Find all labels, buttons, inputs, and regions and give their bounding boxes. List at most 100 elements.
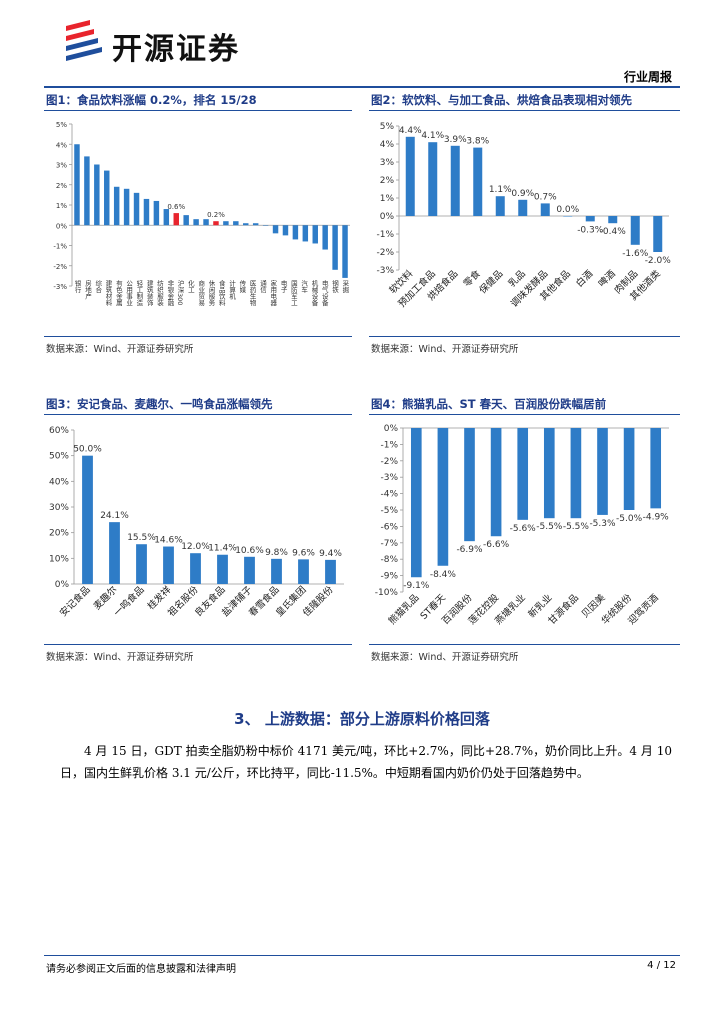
category-label: 沪深300	[176, 279, 184, 306]
bar	[94, 164, 100, 226]
bar	[153, 200, 160, 226]
page-number: 4 / 12	[647, 960, 676, 971]
bar	[74, 144, 80, 226]
bar	[585, 216, 595, 222]
category-label: 采掘	[341, 279, 349, 295]
bar	[342, 225, 348, 278]
data-label: 50.0%	[73, 445, 102, 455]
data-label: 10.6%	[235, 546, 264, 556]
bar	[217, 554, 228, 584]
header-divider	[44, 86, 680, 88]
y-tick-label: -1%	[53, 243, 67, 251]
footer-divider	[44, 955, 680, 956]
figure-1-title: 图1：食品饮料涨幅 0.2%，排名 15/28	[46, 93, 257, 107]
y-tick-label: 0%	[55, 580, 70, 590]
category-label: 医药生物	[248, 280, 256, 308]
bar	[244, 556, 255, 584]
y-tick-label: -8%	[380, 555, 398, 565]
category-label: 白酒	[573, 267, 595, 289]
data-label: 0.7%	[534, 192, 557, 202]
figure-4-rule	[369, 414, 680, 415]
category-label: 非银金融	[166, 279, 174, 308]
bar	[623, 428, 635, 510]
section-heading: 3、 上游数据：部分上游原料价格回落	[234, 710, 490, 728]
y-tick-label: -5%	[380, 506, 398, 516]
data-label: -5.5%	[536, 522, 563, 532]
y-tick-label: 4%	[56, 141, 67, 149]
y-tick-label: -10%	[375, 588, 399, 598]
body-paragraph: 4 月 15 日，GDT 拍卖全脂奶粉中标价 4171 美元/吨，环比+2.7%…	[60, 744, 672, 780]
bar	[143, 198, 150, 226]
category-label: 汽车	[300, 279, 308, 295]
y-tick-label: 0%	[384, 424, 399, 434]
bar	[405, 136, 415, 216]
bar	[322, 225, 328, 250]
y-tick-label: -7%	[380, 539, 398, 549]
figure-3-title: 图3：安记食品、麦趣尔、一鸣食品涨幅领先	[46, 397, 273, 411]
data-label: -2.0%	[645, 256, 672, 266]
bar	[653, 216, 663, 252]
figure-2-source: 数据来源：Wind、开源证券研究所	[371, 344, 519, 355]
category-label: 公用事业	[125, 280, 133, 306]
y-tick-label: 5%	[56, 121, 67, 129]
bar	[123, 188, 130, 226]
bar	[243, 223, 249, 226]
bar	[332, 225, 338, 270]
bar	[183, 215, 189, 226]
bar	[650, 428, 662, 509]
data-label: -8.4%	[430, 570, 457, 580]
bar	[473, 147, 483, 216]
footer-disclaimer: 请务必参阅正文后面的信息披露和法律声明	[46, 964, 236, 975]
data-label: -5.5%	[563, 522, 590, 532]
figure-2-rule	[369, 110, 680, 111]
figure-2-chart: 5% 4% 3% 2% 1% 0% -1% -2% -3% 4.4%4.1% 3.9% 3.8% 1.1…	[376, 122, 672, 310]
bar	[540, 203, 550, 216]
data-label: 9.8%	[265, 548, 288, 558]
category-label: 商业贸易	[197, 279, 205, 308]
bar	[193, 219, 199, 226]
data-label: 1.1%	[489, 185, 512, 195]
y-tick-label: 1%	[380, 194, 395, 204]
bar	[428, 142, 438, 216]
y-tick-label: -6%	[380, 522, 398, 532]
bar	[312, 225, 318, 244]
y-tick-label: 2%	[56, 182, 67, 190]
y-tick-label: 40%	[49, 477, 69, 487]
bar	[82, 455, 93, 584]
category-label: 家用电器	[269, 279, 277, 308]
data-label: -5.3%	[589, 519, 616, 529]
bar	[282, 225, 289, 236]
data-label: -5.6%	[510, 524, 537, 534]
data-label: 4.1%	[421, 131, 444, 141]
figure-3-source: 数据来源：Wind、开源证券研究所	[46, 652, 194, 663]
category-label: 建筑装饰	[145, 279, 153, 308]
data-label: 0.9%	[511, 189, 534, 199]
data-label: 11.4%	[208, 544, 237, 554]
figure-2-bottom-rule	[369, 336, 680, 337]
y-tick-label: 3%	[56, 162, 67, 170]
bar	[292, 225, 299, 240]
figure-1-chart: 5% 4% 3% 2% 1% 0% -1% -2% -3% 0.6% 0.2% 银行 房地产 综合 建筑材料…	[53, 121, 350, 308]
bar	[163, 209, 170, 226]
data-label: 0.6%	[167, 203, 185, 211]
y-tick-label: -1%	[376, 230, 394, 240]
data-label: 4.4%	[399, 126, 422, 136]
category-label: 建筑材料	[104, 279, 112, 308]
data-label: 3.9%	[444, 135, 467, 145]
bar	[464, 428, 475, 542]
data-label: 14.6%	[154, 536, 183, 546]
y-tick-label: -9%	[380, 572, 398, 582]
figure-4-title: 图4：熊猫乳品、ST 春天、百润股份跌幅居前	[371, 397, 607, 411]
y-tick-label: 5%	[380, 122, 395, 132]
bar	[630, 216, 640, 245]
category-label: 休闲服务	[207, 279, 215, 308]
category-label: 计算机	[228, 279, 236, 301]
y-tick-label: -2%	[376, 248, 394, 258]
data-label: 24.1%	[100, 511, 129, 521]
y-tick-label: 3%	[380, 158, 395, 168]
category-label: 房地产	[83, 279, 91, 301]
bar	[325, 559, 336, 584]
bar	[271, 558, 282, 584]
category-label: 传媒	[238, 279, 246, 295]
y-tick-label: 30%	[49, 503, 69, 513]
